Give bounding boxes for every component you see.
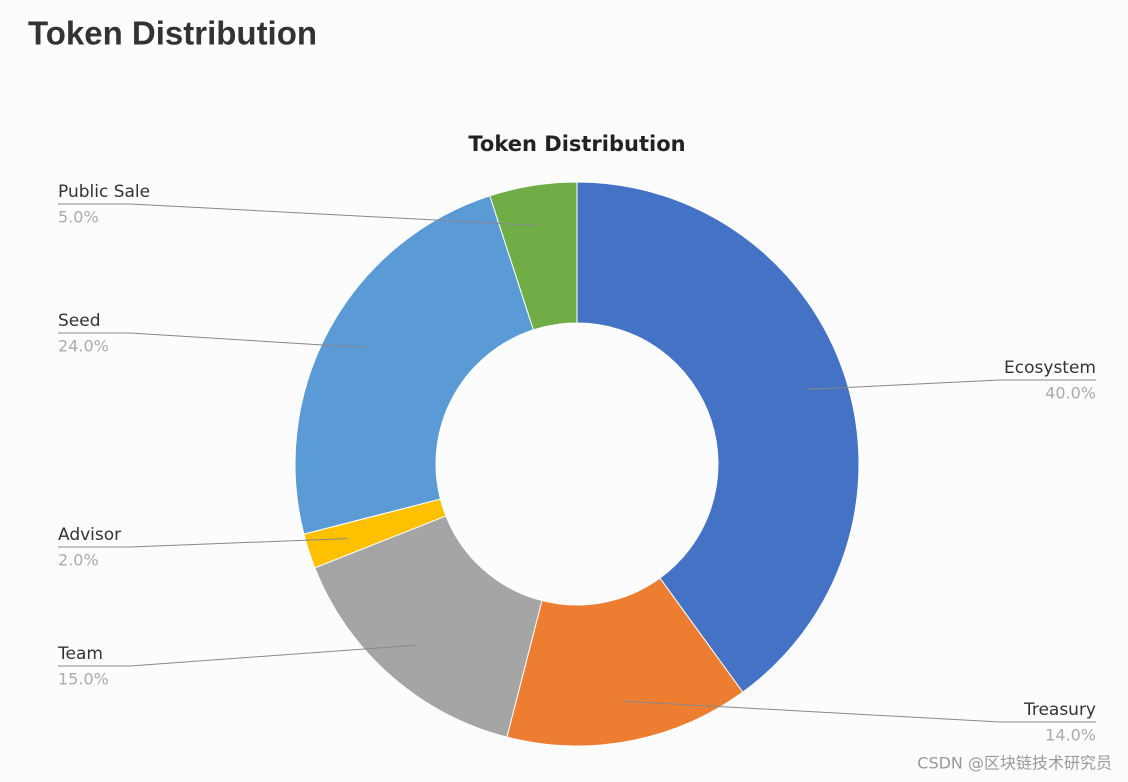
slice [314, 515, 543, 738]
category-label: Advisor [58, 525, 121, 545]
value-label: 15.0% [58, 670, 109, 689]
category-label: Public Sale [58, 182, 150, 202]
category-label: Ecosystem [1004, 358, 1096, 378]
leader-line [58, 644, 418, 667]
leader-line [58, 332, 366, 349]
category-label: Team [57, 644, 103, 664]
slice [576, 181, 860, 693]
leader-line [806, 379, 1096, 390]
leader-line [622, 700, 1096, 723]
category-label: Treasury [1023, 700, 1096, 720]
value-label: 2.0% [58, 551, 99, 570]
leader-line [58, 203, 540, 226]
value-label: 5.0% [58, 208, 99, 227]
slice [506, 577, 744, 747]
value-label: 24.0% [58, 337, 109, 356]
slice [294, 195, 535, 535]
slice [489, 181, 578, 331]
chart-title: Token Distribution [468, 132, 685, 156]
leader-line [58, 538, 348, 548]
watermark: CSDN @区块链技术研究员 [917, 754, 1112, 773]
value-label: 14.0% [1045, 726, 1096, 745]
page-heading: Token Distribution [28, 15, 317, 52]
value-label: 40.0% [1045, 384, 1096, 403]
category-label: Seed [58, 311, 101, 331]
